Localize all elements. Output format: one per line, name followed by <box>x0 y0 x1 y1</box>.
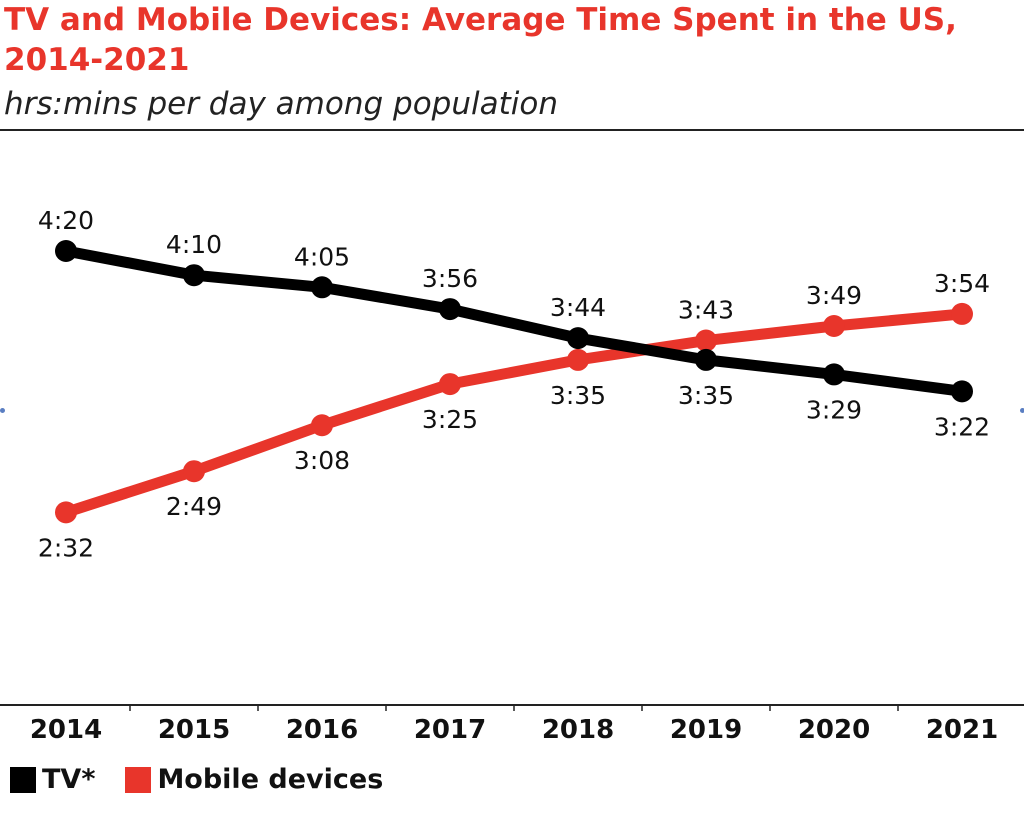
point-tv <box>183 264 205 287</box>
data-label-tv: 4:20 <box>38 206 94 235</box>
data-label-mobile: 2:49 <box>166 492 222 521</box>
legend: TV* Mobile devices <box>10 764 413 795</box>
series-line-tv <box>60 245 968 397</box>
legend-label-mobile: Mobile devices <box>157 764 384 795</box>
point-mobile <box>951 302 973 325</box>
data-label-tv: 3:29 <box>806 395 862 424</box>
point-tv <box>823 363 845 386</box>
data-label-tv: 3:44 <box>550 293 606 322</box>
data-label-tv: 4:05 <box>294 242 350 271</box>
legend-label-tv: TV* <box>42 764 96 795</box>
x-tick-label: 2021 <box>926 715 998 745</box>
data-label-tv: 3:35 <box>678 381 734 410</box>
x-tick-label: 2019 <box>670 715 742 745</box>
x-tick-label: 2014 <box>30 715 102 745</box>
data-label-tv: 4:10 <box>166 230 222 259</box>
right-edge-marker <box>1020 408 1024 413</box>
point-tv <box>567 327 589 350</box>
point-tv <box>311 276 333 299</box>
title-divider <box>0 129 1024 131</box>
x-tick-label: 2017 <box>414 715 486 745</box>
left-edge-marker <box>0 408 5 413</box>
chart-subtitle: hrs:mins per day among population <box>4 86 558 122</box>
data-label-tv: 3:56 <box>422 264 478 293</box>
x-tick-label: 2018 <box>542 715 614 745</box>
point-tv <box>439 298 461 321</box>
legend-swatch-tv <box>10 766 36 793</box>
point-mobile <box>183 460 205 483</box>
data-label-mobile: 2:32 <box>38 533 94 562</box>
point-mobile <box>823 315 845 338</box>
x-tick-label: 2020 <box>798 715 870 745</box>
series-line-mobile <box>60 308 968 518</box>
data-label-mobile: 3:54 <box>934 269 990 298</box>
point-tv <box>695 348 717 371</box>
data-label-mobile: 3:08 <box>294 446 350 475</box>
point-tv <box>55 240 77 262</box>
data-label-mobile: 3:43 <box>678 296 734 325</box>
legend-item-tv: TV* <box>10 764 95 795</box>
point-mobile <box>55 501 77 524</box>
point-mobile <box>439 373 461 396</box>
data-label-mobile: 3:25 <box>422 405 478 434</box>
legend-swatch-mobile <box>125 766 152 793</box>
chart-title: TV and Mobile Devices: Average Time Spen… <box>4 2 957 78</box>
point-mobile <box>567 348 589 371</box>
point-tv <box>951 380 973 403</box>
data-label-tv: 3:22 <box>934 412 990 441</box>
legend-item-mobile: Mobile devices <box>125 764 383 795</box>
data-label-mobile: 3:35 <box>550 381 606 410</box>
point-mobile <box>695 329 717 352</box>
x-tick-label: 2015 <box>158 715 230 745</box>
point-mobile <box>311 414 333 437</box>
x-tick-label: 2016 <box>286 715 358 745</box>
data-label-mobile: 3:49 <box>806 281 862 310</box>
